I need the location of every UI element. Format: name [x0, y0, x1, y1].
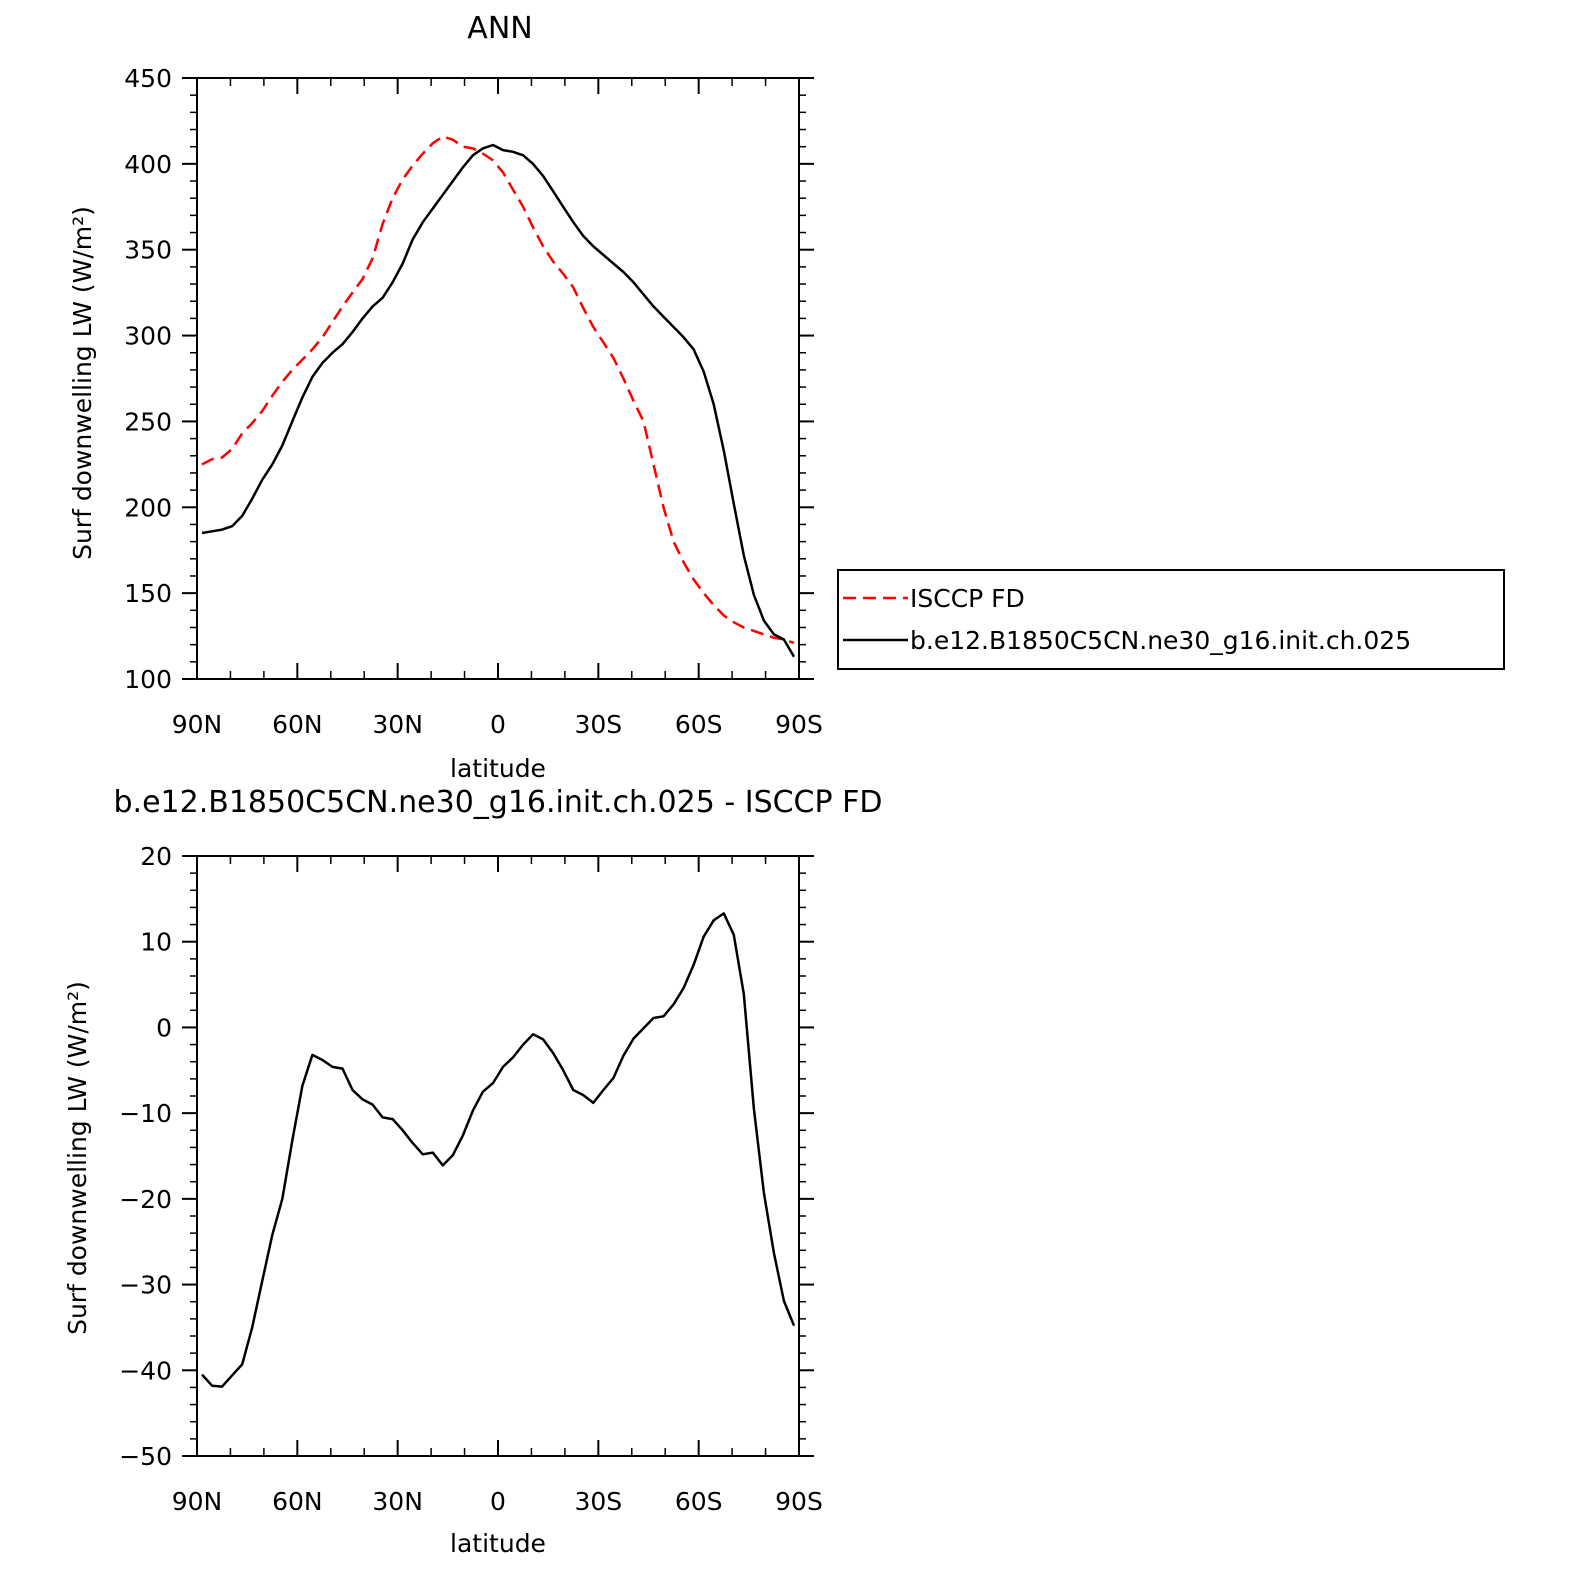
bottom-x-tick-label: 60N	[272, 1487, 323, 1516]
bottom-x-tick-label: 30N	[372, 1487, 423, 1516]
top-x-axis-label: latitude	[450, 754, 546, 783]
bottom-x-tick-label: 90S	[775, 1487, 823, 1516]
top-plot-marks	[201, 135, 796, 658]
top-x-tick-label: 90N	[172, 710, 223, 739]
top-y-tick-label: 350	[124, 236, 172, 265]
legend: ISCCP FD b.e12.B1850C5CN.ne30_g16.init.c…	[837, 569, 1505, 670]
bottom-y-axis-label: Surf downwelling LW (W/m²)	[63, 981, 92, 1335]
top-y-tick-label: 300	[124, 322, 172, 351]
bottom-chart-title: b.e12.B1850C5CN.ne30_g16.init.ch.025 - I…	[114, 785, 883, 820]
top-y-tick-label: 450	[124, 64, 172, 93]
panel-bottom: b.e12.B1850C5CN.ne30_g16.init.ch.025 - I…	[63, 785, 882, 1558]
bottom-y-tick-label: −10	[119, 1099, 172, 1128]
bottom-y-tick-label: 20	[140, 842, 172, 871]
bottom-x-tick-label: 60S	[675, 1487, 723, 1516]
legend-label-isccp: ISCCP FD	[910, 584, 1025, 613]
top-x-tick-label: 60N	[272, 710, 323, 739]
top-x-tick-label: 30S	[574, 710, 622, 739]
bottom-y-tick-label: −20	[119, 1185, 172, 1214]
bottom-y-tick-label: −50	[119, 1442, 172, 1471]
legend-box	[837, 569, 1505, 670]
bottom-x-tick-label: 30S	[574, 1487, 622, 1516]
bottom-y-tick-label: 0	[156, 1013, 172, 1042]
top-x-tick-label: 0	[490, 710, 506, 739]
top-y-tick-label: 400	[124, 150, 172, 179]
top-y-tick-label: 200	[124, 493, 172, 522]
bottom-plot-marks	[201, 912, 796, 1388]
bottom-y-tick-label: −30	[119, 1271, 172, 1300]
bottom-x-tick-label: 90N	[172, 1487, 223, 1516]
legend-label-model: b.e12.B1850C5CN.ne30_g16.init.ch.025	[910, 626, 1411, 655]
top-y-tick-label: 100	[124, 665, 172, 694]
bottom-y-tick-label: −40	[119, 1356, 172, 1385]
bottom-plot-frame	[196, 855, 800, 1457]
bottom-series-line-difference	[201, 912, 796, 1388]
top-x-tick-label: 60S	[675, 710, 723, 739]
top-y-tick-label: 150	[124, 579, 172, 608]
top-x-tick-label: 90S	[775, 710, 823, 739]
top-y-axis-label: Surf downwelling LW (W/m²)	[68, 206, 97, 560]
top-series-line-b-e12-b1850c5cn-ne30-g16-init-ch-025	[201, 143, 796, 658]
bottom-x-tick-label: 0	[490, 1487, 506, 1516]
bottom-y-tick-label: 10	[140, 928, 172, 957]
top-series-line-isccp-fd	[201, 135, 795, 645]
bottom-x-axis-label: latitude	[450, 1529, 546, 1558]
top-chart-title: ANN	[467, 11, 532, 46]
bottom-axes: −50 −40 −30 −20 −10 0 10 20 90N 60N 30N 0 30S 60S 90S	[119, 842, 823, 1516]
top-axes: 100 150 200 250 300 350 400 450 90N 60N 30N 0 30S 60S…	[124, 64, 823, 739]
top-y-tick-label: 250	[124, 407, 172, 436]
panel-top: ANN 100 150 200 250 300 350 400 450 90N 60N 30N 0 30…	[68, 11, 823, 783]
top-x-tick-label: 30N	[372, 710, 423, 739]
